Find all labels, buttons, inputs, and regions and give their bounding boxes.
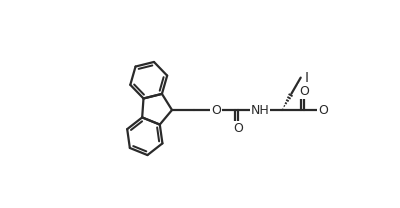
Text: NH: NH — [251, 104, 269, 116]
Text: O: O — [299, 85, 309, 98]
Text: O: O — [233, 122, 243, 135]
Text: I: I — [305, 71, 309, 85]
Text: O: O — [318, 104, 328, 116]
Text: O: O — [211, 104, 221, 116]
